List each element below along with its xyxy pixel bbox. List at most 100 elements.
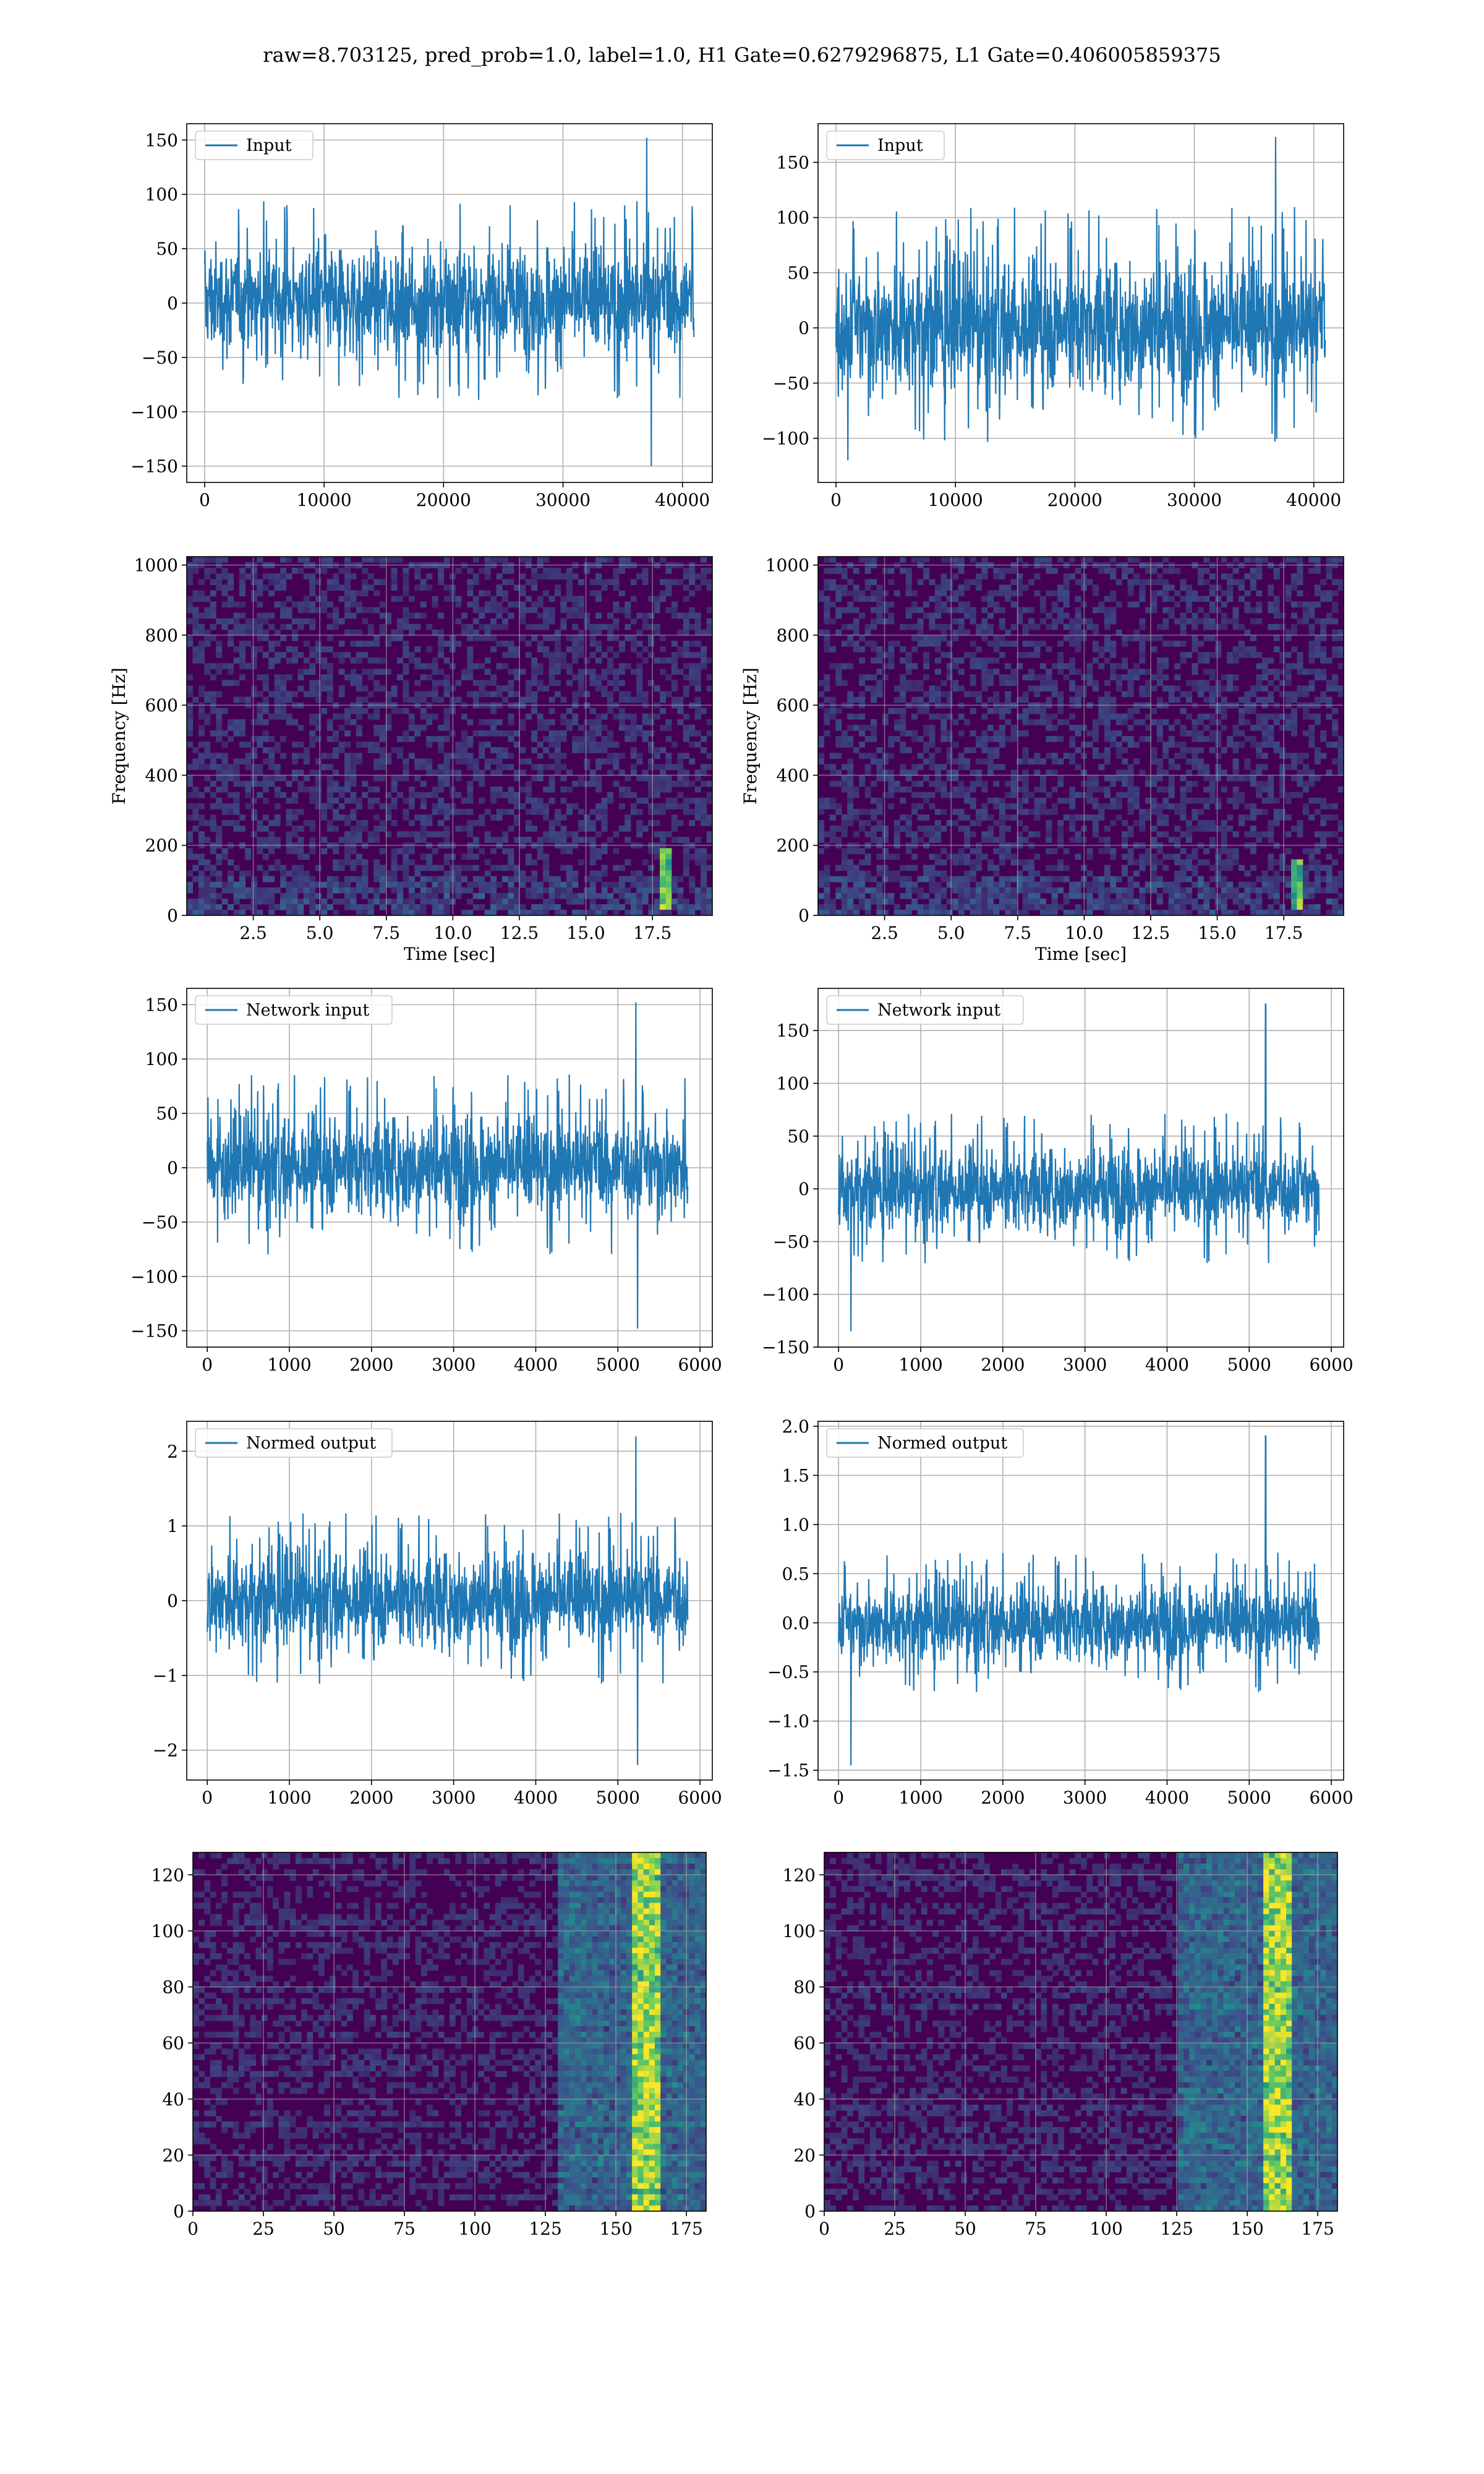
heatmap-cell (1086, 797, 1093, 804)
heatmap-cell (239, 568, 245, 574)
heatmap-cell (1127, 724, 1134, 731)
heatmap-cell (601, 685, 608, 692)
heatmap-cell (525, 596, 532, 602)
heatmap-cell (344, 814, 351, 821)
heatmap-cell (871, 826, 877, 832)
heatmap-cell (1279, 669, 1286, 675)
heatmap-cell (321, 848, 328, 854)
heatmap-cell (303, 601, 310, 608)
heatmap-cell (502, 865, 508, 871)
heatmap-cell (1209, 786, 1216, 793)
heatmap-cell (198, 596, 205, 602)
heatmap-cell (917, 708, 924, 714)
heatmap-cell (1069, 618, 1076, 625)
heatmap-cell (1110, 742, 1117, 748)
heatmap-cell (408, 848, 415, 854)
heatmap-cell (280, 612, 287, 619)
heatmap-cell (1098, 652, 1105, 658)
heatmap-cell (432, 629, 438, 636)
heatmap-cell (847, 742, 854, 748)
heatmap-cell (228, 820, 234, 826)
heatmap-cell (245, 803, 252, 810)
heatmap-cell (1063, 573, 1070, 580)
heatmap-cell (408, 881, 415, 888)
heatmap-cell (981, 685, 988, 692)
heatmap-cell (1337, 820, 1344, 826)
heatmap-cell (999, 640, 1005, 647)
heatmap-cell (665, 898, 672, 905)
heatmap-cell (642, 568, 649, 574)
heatmap-cell (900, 674, 906, 680)
heatmap-cell (946, 640, 953, 647)
heatmap-cell (1192, 764, 1198, 770)
heatmap-cell (1156, 680, 1163, 687)
heatmap-cell (250, 736, 257, 742)
heatmap-cell (362, 607, 369, 614)
heatmap-cell (537, 713, 544, 720)
heatmap-cell (1039, 786, 1046, 793)
heatmap-cell (636, 691, 643, 698)
heatmap-cell (204, 909, 211, 915)
heatmap-cell (1250, 826, 1256, 832)
heatmap-cell (1151, 781, 1158, 787)
heatmap-cell (987, 669, 994, 675)
heatmap-cell (835, 781, 842, 787)
heatmap-cell (438, 803, 445, 810)
heatmap-cell (490, 792, 497, 798)
heatmap-cell (578, 635, 584, 641)
heatmap-cell (333, 909, 339, 915)
heatmap-cell (513, 775, 520, 782)
heatmap-cell (326, 579, 333, 585)
heatmap-cell (689, 781, 696, 787)
heatmap-cell (981, 730, 988, 737)
heatmap-cell (502, 623, 508, 630)
heatmap-cell (841, 584, 848, 591)
heatmap-cell (210, 607, 216, 614)
heatmap-cell (414, 775, 421, 782)
heatmap-cell (1232, 764, 1239, 770)
heatmap-cell (1122, 831, 1128, 837)
heatmap-cell (1098, 764, 1105, 770)
heatmap-cell (625, 826, 631, 832)
heatmap-cell (1256, 685, 1263, 692)
heatmap-cell (1209, 584, 1216, 591)
heatmap-cell (508, 887, 514, 894)
heatmap-cell (993, 691, 1000, 698)
heatmap-cell (274, 657, 281, 664)
heatmap-cell (192, 865, 199, 871)
heatmap-cell (970, 691, 976, 698)
heatmap-cell (297, 909, 304, 915)
heatmap-cell (326, 623, 333, 630)
heatmap-cell (350, 629, 357, 636)
heatmap-cell (1244, 708, 1251, 714)
heatmap-cell (286, 837, 292, 843)
heatmap-cell (660, 696, 666, 703)
heatmap-cell (414, 680, 421, 687)
x-tick-label: 20000 (416, 490, 471, 510)
heatmap-cell (326, 786, 333, 793)
heatmap-cell (309, 742, 316, 748)
heatmap-cell (1239, 797, 1245, 804)
heatmap-cell (694, 584, 701, 591)
heatmap-cell (548, 736, 555, 742)
heatmap-cell (694, 618, 701, 625)
heatmap-cell (964, 691, 971, 698)
heatmap-cell (432, 663, 438, 669)
heatmap-cell (981, 573, 988, 580)
heatmap-cell (1291, 826, 1297, 832)
heatmap-cell (508, 848, 514, 854)
heatmap-cell (286, 898, 292, 905)
heatmap-cell (216, 557, 223, 563)
heatmap-cell (601, 820, 608, 826)
heatmap-cell (438, 579, 445, 585)
heatmap-cell (589, 781, 596, 787)
heatmap-cell (537, 719, 544, 726)
heatmap-cell (513, 814, 520, 821)
heatmap-cell (618, 691, 625, 698)
heatmap-cell (824, 601, 830, 608)
heatmap-cell (1098, 837, 1105, 843)
heatmap-cell (601, 742, 608, 748)
heatmap-cell (221, 769, 228, 776)
heatmap-cell (683, 612, 689, 619)
heatmap-cell (519, 870, 526, 877)
